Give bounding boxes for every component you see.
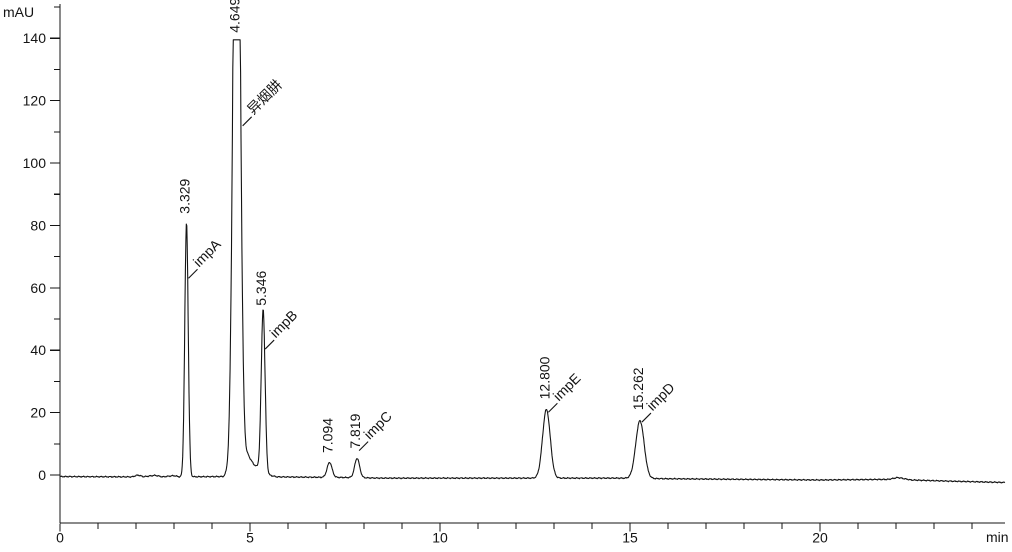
x-axis-tick-label: 20 <box>812 530 828 546</box>
y-axis-tick-label: 140 <box>23 30 47 46</box>
y-axis-tick-label: 20 <box>30 405 46 421</box>
x-axis-tick-label: 5 <box>246 530 254 546</box>
x-axis-tick-label: 10 <box>432 530 448 546</box>
peak-name-label: impC <box>360 408 394 442</box>
peak-rt-label: 3.329 <box>177 178 193 213</box>
y-axis-tick-label: 120 <box>23 93 47 109</box>
peak-name-label: 异烟肼 <box>244 76 285 117</box>
peak-leader-line <box>641 412 652 423</box>
peak-rt-label: 12.800 <box>536 356 552 399</box>
peak-name-label: impB <box>266 307 300 341</box>
peak-name-label: impE <box>550 370 584 404</box>
peak-rt-label: 7.819 <box>347 413 363 448</box>
x-axis-tick-label: 0 <box>56 530 64 546</box>
peak-name-label: impA <box>190 235 224 269</box>
peak-leader-line <box>188 268 198 279</box>
peak-name-label: impD <box>643 379 677 413</box>
peak-leader-line <box>264 339 275 350</box>
y-axis-tick-label: 60 <box>30 280 46 296</box>
peak-rt-label: 15.262 <box>630 367 646 410</box>
peak-leader-line <box>358 441 369 452</box>
y-axis-unit-label: mAU <box>3 4 35 20</box>
y-axis-tick-label: 80 <box>30 217 46 233</box>
peak-leader-line <box>548 402 558 413</box>
x-axis-unit-label: min <box>986 529 1009 545</box>
peak-leader-line <box>242 116 253 127</box>
x-axis-tick-label: 15 <box>622 530 638 546</box>
peak-rt-label: 5.346 <box>253 271 269 306</box>
peak-rt-label: 4.649 <box>227 0 243 33</box>
y-axis-tick-label: 40 <box>30 342 46 358</box>
chromatogram-trace <box>59 39 1006 484</box>
y-axis-tick-label: 0 <box>38 467 46 483</box>
y-axis-tick-label: 100 <box>23 155 47 171</box>
peak-rt-label: 7.094 <box>320 418 336 453</box>
